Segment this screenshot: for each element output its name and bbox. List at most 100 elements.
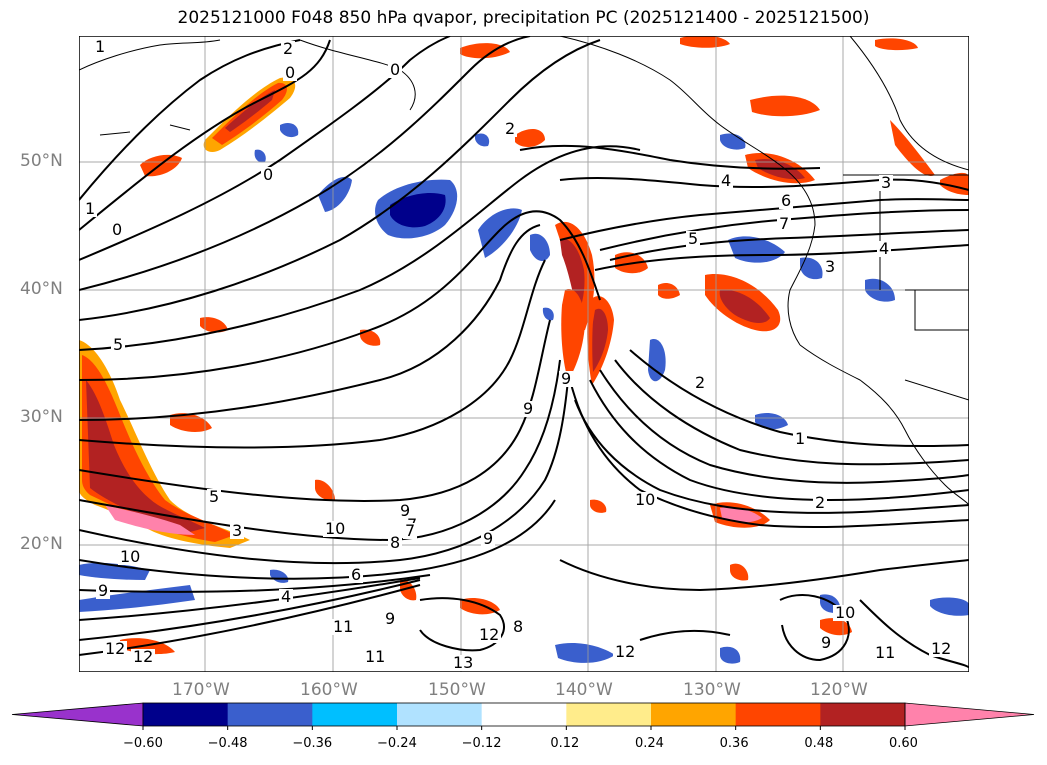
contour-label-bg — [398, 503, 412, 519]
contour-label-bg — [719, 173, 733, 189]
lon-label-130w: 130°W — [683, 680, 741, 700]
contour-label-bg — [110, 222, 124, 238]
colorbar — [11, 702, 1035, 730]
contour-label-bg — [873, 645, 897, 661]
contour-label: 10 — [635, 490, 655, 509]
contour-label: 8 — [513, 617, 523, 636]
contour-label-bg — [823, 259, 837, 275]
contour-label: 1 — [95, 37, 105, 56]
lon-label-170w: 170°W — [172, 680, 230, 700]
contour-label-bg — [349, 567, 363, 583]
contour-label: 5 — [113, 335, 123, 354]
lon-label-120w: 120°W — [810, 680, 868, 700]
contour-label: 1 — [795, 429, 805, 448]
contour-label-bg — [207, 489, 221, 505]
colorbar-extend-max — [904, 702, 1035, 727]
colorbar-extend-min — [11, 702, 144, 727]
contour-label-bg — [93, 39, 107, 55]
contour-label: 9 — [821, 633, 831, 652]
contour-label: 10 — [325, 519, 345, 538]
contour-label: 8 — [390, 533, 400, 552]
contour-label: 9 — [561, 369, 571, 388]
contour-label-bg — [686, 231, 700, 247]
lat-label-30n: 30°N — [20, 407, 63, 427]
colorbar-segment — [566, 703, 652, 726]
contour-label-bg — [777, 216, 791, 232]
contour-label-bg — [403, 523, 417, 539]
contour-label: 12 — [479, 625, 499, 644]
contour-label: 9 — [98, 581, 108, 600]
contour-label: 0 — [390, 60, 400, 79]
contour-label-bg — [111, 337, 125, 353]
contour-label-bg — [481, 531, 495, 547]
contour-label: 3 — [825, 257, 835, 276]
contour-label-bg — [283, 65, 297, 81]
contour-label-bg — [559, 371, 573, 387]
contour-label-bg — [613, 644, 637, 660]
contour-label: 9 — [483, 529, 493, 548]
contour-label-bg — [131, 649, 155, 665]
contour-label: 5 — [209, 487, 219, 506]
contour-label: 2 — [283, 39, 293, 58]
contour-label-bg — [279, 589, 293, 605]
contour-label-bg — [813, 495, 827, 511]
contour-label: 5 — [688, 229, 698, 248]
contour-label-bg — [877, 241, 891, 257]
contour-label-bg — [451, 655, 475, 671]
contour-label-bg — [230, 523, 244, 539]
contour-label: 3 — [881, 173, 891, 192]
contour-label-bg — [363, 649, 387, 665]
contour-label-bg — [96, 583, 110, 599]
contour-label: 2 — [695, 373, 705, 392]
contour-label: 12 — [105, 639, 125, 658]
contour-labels: 1200010246754331253910978101099111198121… — [83, 37, 953, 672]
colorbar-frame — [142, 702, 906, 727]
colorbar-segment — [227, 703, 313, 726]
contour-label: 12 — [133, 647, 153, 666]
contour-label-bg — [323, 521, 347, 537]
contour-label-bg — [521, 401, 535, 417]
graticule — [79, 36, 969, 672]
colorbar-tick-label: −0.24 — [377, 736, 417, 751]
lat-label-20n: 20°N — [20, 534, 63, 554]
colorbar-segment — [312, 703, 398, 726]
contour-label: 9 — [523, 399, 533, 418]
contour-label: 0 — [263, 165, 273, 184]
contour-label: 4 — [721, 171, 731, 190]
contour-label: 9 — [385, 609, 395, 628]
colorbar-tick-label: −0.60 — [123, 736, 163, 751]
contour-label: 11 — [365, 647, 385, 666]
contour-label: 1 — [85, 199, 95, 218]
contour-label-bg — [261, 167, 275, 183]
lon-label-160w: 160°W — [300, 680, 358, 700]
colorbar-segment — [143, 703, 229, 726]
contour-label: 10 — [120, 547, 140, 566]
contour-label: 6 — [351, 565, 361, 584]
colorbar-tick-label: −0.48 — [207, 736, 248, 751]
contour-label: 7 — [405, 521, 415, 540]
contour-label: 12 — [931, 639, 951, 658]
lat-label-50n: 50°N — [20, 151, 63, 171]
contour-label: 10 — [835, 603, 855, 622]
contour-label: 6 — [781, 191, 791, 210]
contour-label: 11 — [875, 643, 895, 662]
contour-label-bg — [388, 62, 402, 78]
contour-label: 11 — [333, 617, 353, 636]
contour-label-bg — [779, 193, 793, 209]
contour-label-bg — [331, 619, 355, 635]
contour-label: 4 — [879, 239, 889, 258]
contour-label-bg — [833, 605, 857, 621]
contour-label: 7 — [779, 214, 789, 233]
contour-label-bg — [383, 611, 397, 627]
colorbar-tick-label: 0.36 — [719, 736, 749, 751]
colorbar-tick-label: 0.48 — [804, 736, 834, 751]
contour-label-bg — [83, 201, 97, 217]
contour-label-bg — [503, 121, 517, 137]
colorbar-tick-label: −0.36 — [292, 736, 333, 751]
contour-label-bg — [879, 175, 893, 191]
contour-label-bg — [103, 641, 127, 657]
contour-label-bg — [929, 641, 953, 657]
contour-label: 4 — [281, 587, 291, 606]
colorbar-segment — [735, 703, 821, 726]
